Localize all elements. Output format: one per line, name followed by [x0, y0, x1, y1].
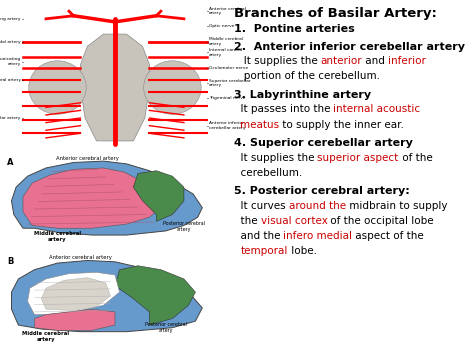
Polygon shape — [11, 161, 202, 235]
Text: Middle cerebral
artery: Middle cerebral artery — [34, 231, 81, 241]
Text: to supply the inner ear.: to supply the inner ear. — [279, 120, 404, 130]
Text: of the occipital lobe: of the occipital lobe — [328, 216, 434, 226]
Text: Trigeminal nerve: Trigeminal nerve — [209, 96, 246, 100]
Text: 3. Labyrinthine artery: 3. Labyrinthine artery — [234, 90, 371, 100]
Text: superior aspect: superior aspect — [318, 153, 399, 163]
Text: Optic nerve: Optic nerve — [209, 24, 235, 28]
Polygon shape — [11, 261, 202, 332]
Text: portion of the cerebellum.: portion of the cerebellum. — [234, 71, 380, 81]
Text: midbrain to supply: midbrain to supply — [346, 201, 447, 211]
Text: 5. Posterior cerebral artery:: 5. Posterior cerebral artery: — [234, 186, 410, 196]
Text: of the: of the — [399, 153, 432, 163]
Text: 1.  Pontine arteries: 1. Pontine arteries — [234, 24, 355, 34]
Text: cerebellum.: cerebellum. — [234, 168, 302, 178]
Text: Middle cerebral
artery: Middle cerebral artery — [22, 331, 70, 342]
Text: aspect of the: aspect of the — [353, 231, 424, 241]
Text: 2.  Anterior inferior cerebellar artery: 2. Anterior inferior cerebellar artery — [234, 42, 465, 52]
Ellipse shape — [29, 61, 86, 114]
Polygon shape — [35, 309, 115, 331]
Text: the: the — [234, 216, 261, 226]
Text: B: B — [7, 257, 13, 266]
Text: and: and — [362, 56, 389, 66]
Text: visual cortex: visual cortex — [261, 216, 328, 226]
Text: Anterior inferior
cerebellar artery: Anterior inferior cerebellar artery — [209, 121, 246, 130]
Text: around the: around the — [289, 201, 346, 211]
Text: It supplies the: It supplies the — [234, 153, 318, 163]
Text: Superior cerebellar
artery: Superior cerebellar artery — [209, 78, 251, 87]
Text: Posterior cerebral
artery: Posterior cerebral artery — [163, 221, 205, 232]
Text: Anterior choroidal artery: Anterior choroidal artery — [0, 40, 21, 44]
Text: and the: and the — [234, 231, 283, 241]
Polygon shape — [81, 34, 149, 141]
Text: Middle cerebral
artery: Middle cerebral artery — [209, 37, 243, 46]
Polygon shape — [115, 266, 195, 325]
Polygon shape — [23, 168, 161, 228]
Text: It supplies the: It supplies the — [234, 56, 321, 66]
Text: Basilar artery: Basilar artery — [0, 116, 21, 120]
Text: internal acoustic: internal acoustic — [334, 104, 420, 114]
Text: Oculomotor nerve: Oculomotor nerve — [209, 66, 248, 70]
Text: temporal: temporal — [240, 246, 288, 256]
Text: Posterior communicating
artery: Posterior communicating artery — [0, 57, 21, 66]
Text: lobe.: lobe. — [288, 246, 317, 256]
Text: Internal carotid
artery: Internal carotid artery — [209, 48, 242, 57]
Text: Anterior cerebral artery: Anterior cerebral artery — [49, 255, 112, 260]
Text: Ant. communicating artery: Ant. communicating artery — [0, 17, 21, 21]
Text: Anterior cerebral
artery: Anterior cerebral artery — [209, 7, 246, 16]
Text: 4. Superior cerebellar artery: 4. Superior cerebellar artery — [234, 138, 412, 148]
Text: A: A — [7, 158, 13, 167]
Text: Posterior cerebral
artery: Posterior cerebral artery — [145, 322, 187, 333]
Text: meatus: meatus — [240, 120, 279, 130]
Text: It curves: It curves — [234, 201, 289, 211]
Text: anterior: anterior — [321, 56, 362, 66]
Polygon shape — [27, 272, 119, 315]
Text: Posterior cerebral artery: Posterior cerebral artery — [0, 78, 21, 82]
Text: infero medial: infero medial — [283, 231, 353, 241]
Polygon shape — [41, 278, 110, 311]
Polygon shape — [133, 171, 184, 222]
Text: Anterior cerebral artery: Anterior cerebral artery — [56, 156, 119, 161]
Text: It passes into the: It passes into the — [234, 104, 334, 114]
Text: inferior: inferior — [389, 56, 427, 66]
Ellipse shape — [144, 61, 201, 114]
Text: Branches of Basilar Artery:: Branches of Basilar Artery: — [234, 7, 437, 20]
